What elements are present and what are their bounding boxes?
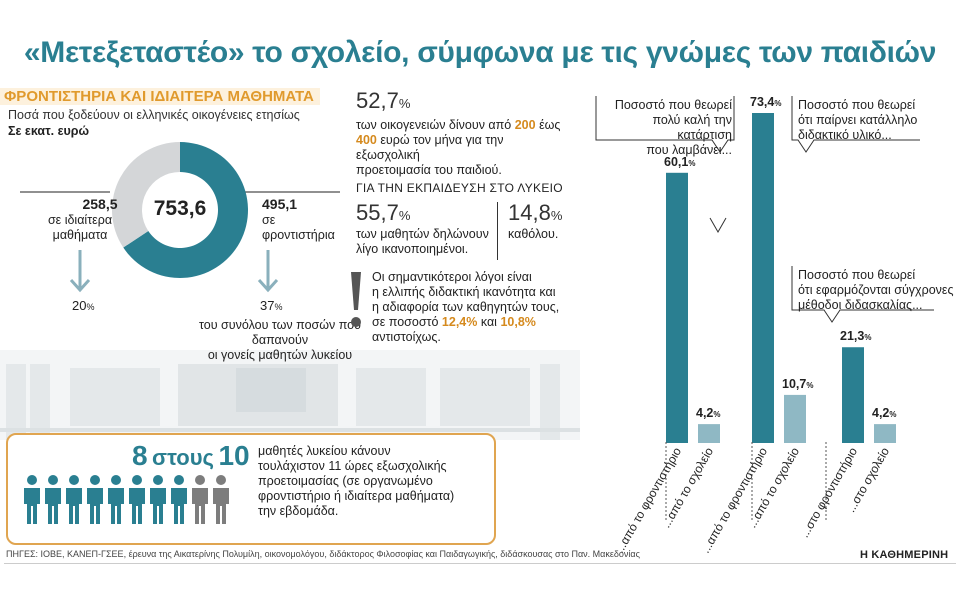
people-icons	[24, 475, 229, 524]
brand-logo: Η ΚΑΘΗΜΕΡΙΝΗ	[860, 549, 949, 561]
bar-0-1	[698, 424, 720, 443]
person-icon	[66, 475, 82, 524]
bar-1-0	[752, 113, 774, 443]
bars-layer	[666, 113, 896, 443]
bar-value-label: 4,2%	[696, 406, 721, 421]
lyceum-title: ΓΙΑ ΤΗΝ ΕΚΠΑΙΔΕΥΣΗ ΣΤΟ ΛΥΚΕΙΟ	[356, 181, 563, 195]
callout-1: Ποσοστό που θεωρεί πολύ καλή την κατάρτισ…	[614, 98, 732, 157]
callout-pointer	[709, 217, 727, 234]
person-icon	[171, 475, 187, 524]
tutoring-unit: Σε εκατ. ευρώ	[8, 124, 90, 138]
bar-chart	[666, 113, 896, 443]
bar-value-label: 21,3%	[840, 329, 872, 344]
highlight-ratio: 8 στους 10	[132, 440, 250, 471]
right-pct: 37%	[260, 298, 283, 313]
bar-value-label: 10,7%	[782, 376, 814, 391]
bar-2-0	[842, 347, 864, 443]
donut-slice-tutoring	[123, 142, 249, 278]
down-arrow-icon	[69, 250, 91, 293]
person-icon	[24, 475, 40, 524]
person-icon	[87, 475, 103, 524]
callout-2: Ποσοστό που θεωρεί ότι παίρνει κατάλληλο δ…	[798, 98, 918, 142]
callout-3: Ποσοστό που θεωρεί ότι εφαρμόζονται σύγχρ…	[798, 268, 954, 312]
tutoring-subtitle: Ποσά που ξοδεύουν οι ελληνικές οικογένει…	[8, 108, 300, 122]
donut-total: 753,6	[153, 197, 207, 220]
sources: ΠΗΓΕΣ: ΙΟΒΕ, ΚΑΝΕΠ-ΓΣΕΕ, έρευνα της Αικα…	[6, 549, 640, 559]
right-label: σε φροντιστήρια	[262, 213, 335, 242]
stat-55-7-text: των μαθητών δηλώνουν λίγο ικανοποιημένοι.	[356, 227, 489, 256]
divider	[497, 202, 498, 260]
stat-52-7: 52,7%	[356, 88, 411, 113]
bar-value-label: 73,4%	[750, 95, 782, 109]
highlight-text: μαθητές λυκείου κάνουν τουλάχιστον 11 ώρ…	[258, 444, 455, 518]
stat-55-7: 55,7%	[356, 200, 411, 225]
donut-slice-private	[112, 142, 180, 248]
tutoring-section-title: ΦΡΟΝΤΙΣΤΗΡΙΑ ΚΑΙ ΙΔΙΑΙΤΕΡΑ ΜΑΘΗΜΑΤΑ	[0, 88, 320, 105]
bar-0-0	[666, 172, 688, 443]
summary-text: του συνόλου των ποσών που δαπανούν οι γον…	[199, 318, 361, 362]
reasons-text: Οι σημαντικότεροι λόγοι είναι η ελλιπής …	[372, 270, 560, 344]
bar-value-label: 60,1%	[664, 154, 696, 169]
page-title: «Μετεξεταστέο» το σχολείο, σύμφωνα με τι…	[23, 36, 937, 69]
person-icon	[213, 475, 229, 524]
person-icon	[192, 475, 208, 524]
person-icon	[150, 475, 166, 524]
person-icon	[45, 475, 61, 524]
stat-14-8: 14,8%	[508, 200, 563, 225]
bar-1-1	[784, 394, 806, 443]
stat-52-7-text: των οικογενειών δίνουν από 200 έως 400 ε…	[356, 118, 561, 177]
footer-divider	[4, 563, 956, 564]
person-icon	[108, 475, 124, 524]
donut-slices	[112, 142, 249, 278]
right-value: 495,1	[262, 196, 298, 212]
left-value: 258,5	[82, 196, 118, 212]
left-label: σε ιδιαίτερα μαθήματα	[47, 213, 113, 242]
bar-value-label: 4,2%	[872, 406, 897, 421]
bar-2-1	[874, 424, 896, 443]
classroom-illustration	[0, 350, 580, 440]
donut-chart	[20, 142, 340, 293]
stat-14-8-text: καθόλου.	[508, 227, 559, 241]
down-arrow-icon	[257, 250, 279, 293]
exclamation-icon	[351, 272, 361, 327]
left-pct: 20%	[72, 298, 95, 313]
person-icon	[129, 475, 145, 524]
